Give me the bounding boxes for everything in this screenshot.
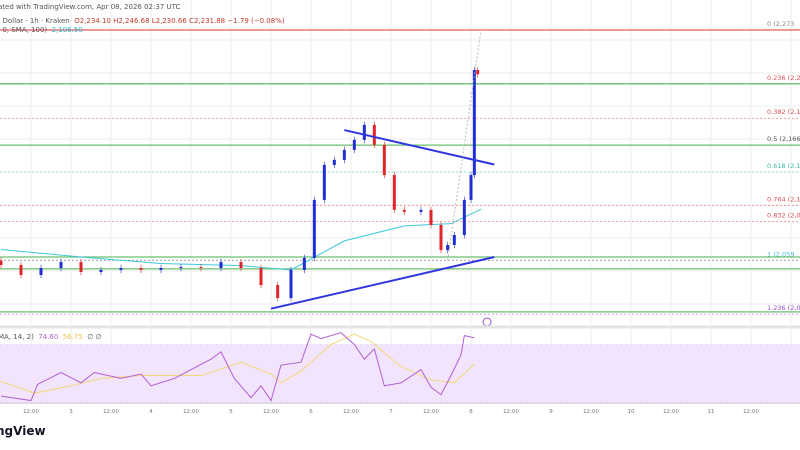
time-axis-label: 12:00	[103, 409, 119, 415]
candle-up	[419, 209, 423, 212]
candle-up	[59, 261, 63, 269]
candle-down	[276, 285, 280, 299]
candle-down	[139, 268, 143, 270]
candle-up	[179, 267, 183, 269]
rsi-legend[interactable]: MA, 14, 2) 74.60 56.75 ∅ ∅	[0, 333, 102, 341]
time-axis-label: 6	[309, 409, 313, 415]
rsi-label: MA, 14, 2)	[0, 333, 34, 341]
candle-up	[302, 257, 306, 270]
symbol-legend: , Dollar · 1h · Kraken O2,234.10 H2,246.…	[0, 17, 285, 25]
time-axis-label: 12:00	[423, 409, 439, 415]
candle-up	[332, 159, 336, 165]
candle-down	[79, 261, 83, 272]
candle-up	[342, 149, 346, 160]
candle-up	[289, 269, 293, 299]
time-axis-label: 12:00	[263, 409, 279, 415]
time-axis-label: 4	[149, 409, 153, 415]
candle-down	[19, 264, 23, 276]
time-axis-label: 3	[69, 409, 73, 415]
time-axis-label: 12:00	[23, 409, 39, 415]
trendline[interactable]	[344, 129, 495, 166]
candle-down	[382, 144, 386, 176]
candle-up	[469, 175, 473, 200]
rsi-ma-value: 56.75	[62, 333, 83, 341]
candle-down	[392, 175, 396, 210]
fib-level-label: 0.382 (2,191	[767, 108, 800, 116]
published-note: ated with TradingView.com, Apr 08, 2026 …	[0, 3, 181, 11]
time-axis-label: 5	[229, 409, 233, 415]
rsi-band	[0, 344, 800, 404]
candle-up	[119, 268, 123, 270]
trendlines[interactable]	[270, 129, 495, 310]
fib-level-label: 1 (2,059	[767, 250, 794, 258]
rsi-extra: ∅ ∅	[87, 333, 102, 341]
grid	[0, 0, 800, 404]
time-axis-label: 9	[549, 409, 553, 415]
time-axis-label: 7	[389, 409, 393, 415]
time-axis-label: 12:00	[663, 409, 679, 415]
trendline[interactable]	[270, 256, 495, 310]
candles	[0, 66, 480, 302]
time-axis-label: 8	[469, 409, 473, 415]
alert-icon[interactable]	[482, 317, 492, 327]
time-axis-label: 12:00	[503, 409, 519, 415]
candle-up	[322, 164, 326, 200]
fib-level-label: 1.236 (2,009	[767, 304, 800, 312]
candle-down	[429, 209, 433, 225]
time-axis-label: 12:00	[743, 409, 759, 415]
time-axis[interactable]: 12:00 3 12:00 4 12:00 5 12:00 6 12:00 7 12:00 8 12:0…	[23, 409, 759, 415]
tradingview-logo[interactable]: ngView	[0, 424, 46, 438]
candle-down	[476, 70, 480, 75]
sma-legend[interactable]: , 0, SMA, 100) 2,106.50	[0, 26, 83, 34]
time-axis-label: 11	[708, 409, 715, 415]
candle-down	[402, 209, 406, 212]
fib-level-label: 0.236 (2,223	[767, 74, 800, 82]
time-axis-label: 12:00	[343, 409, 359, 415]
ohlc-values: O2,234.10 H2,246.68 L2,230.66 C2,231.88 …	[74, 17, 285, 25]
candle-up	[452, 234, 456, 245]
rsi-line	[0, 332, 475, 402]
rsi-ma-line	[0, 333, 475, 394]
sma-value: 2,106.50	[51, 26, 83, 34]
fib-retracement[interactable]: 0 (2,273 0.236 (2,223 0.382 (2,191 0.5 (2,1…	[0, 20, 800, 315]
time-axis-label: 12:00	[583, 409, 599, 415]
fib-level-label: 0.618 (2,141	[767, 162, 800, 170]
candle-up	[462, 199, 466, 235]
symbol-info[interactable]: , Dollar · 1h · Kraken	[0, 17, 70, 25]
candle-up	[472, 70, 476, 176]
fib-level-label: 0.5 (2,166	[767, 135, 800, 143]
fib-level-label: 0.832 (2,095	[767, 212, 800, 220]
time-axis-label: 10	[628, 409, 635, 415]
time-axis-label: 12:00	[183, 409, 199, 415]
candle-down	[0, 260, 3, 265]
fib-anchor-line	[447, 29, 482, 261]
candle-up	[362, 124, 366, 140]
candle-up	[312, 199, 316, 258]
candle-up	[159, 268, 163, 270]
sma-label: , 0, SMA, 100)	[0, 26, 48, 34]
candle-down	[439, 224, 443, 251]
candle-up	[39, 268, 43, 276]
candle-up	[352, 139, 356, 150]
fib-level-label: 0.764 (2,110	[767, 195, 800, 203]
candle-down	[372, 124, 376, 145]
candle-down	[199, 267, 203, 269]
candle-down	[239, 261, 243, 269]
rsi-value: 74.60	[38, 333, 59, 341]
candle-up	[446, 244, 450, 251]
candle-up	[99, 269, 103, 272]
candle-up	[219, 261, 223, 269]
candle-down	[259, 268, 263, 286]
fib-level-label: 0 (2,273	[767, 20, 794, 28]
